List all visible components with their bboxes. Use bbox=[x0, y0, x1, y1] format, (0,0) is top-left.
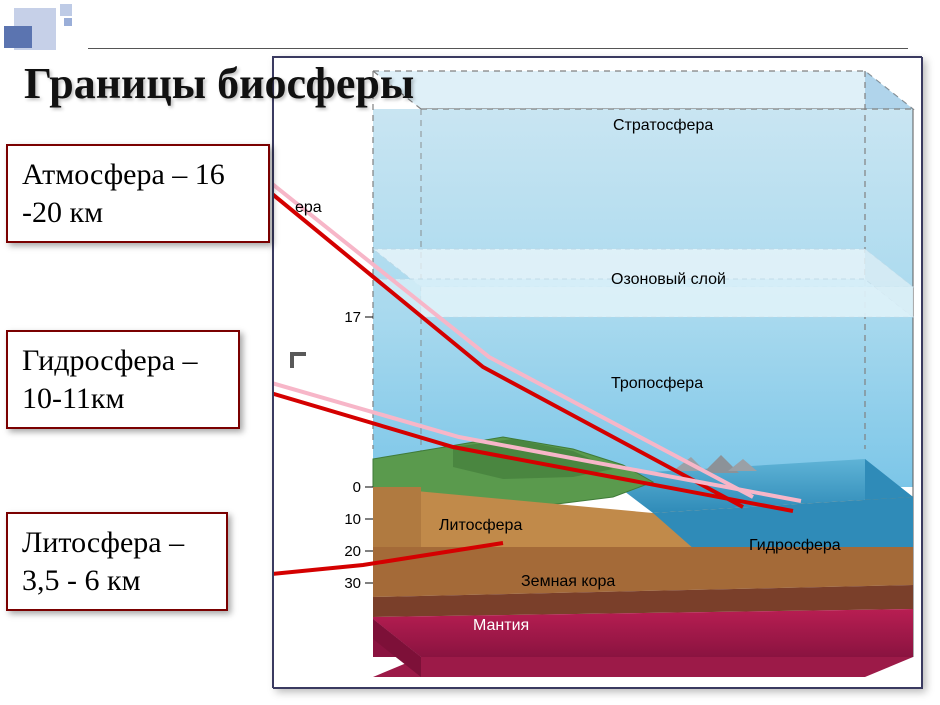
info-box-atmosphere: Атмосфера – 16 -20 км bbox=[6, 144, 270, 243]
corner-decoration bbox=[4, 4, 94, 50]
label-lithosphere: Литосфера bbox=[439, 517, 522, 535]
tick-30: 30 bbox=[321, 575, 361, 592]
tick-20: 20 bbox=[321, 543, 361, 560]
label-hydrosphere: Гидросфера bbox=[749, 537, 841, 555]
label-mantle: Мантия bbox=[473, 617, 529, 635]
label-ozone: Озоновый слой bbox=[611, 271, 726, 289]
deco-square bbox=[4, 26, 32, 48]
label-clipped: ера bbox=[295, 199, 322, 217]
deco-square bbox=[64, 18, 72, 26]
label-crust: Земная кора bbox=[521, 573, 615, 591]
tick-10: 10 bbox=[321, 511, 361, 528]
info-box-lithosphere: Литосфера – 3,5 - 6 км bbox=[6, 512, 228, 611]
diagram-svg bbox=[273, 57, 923, 689]
label-stratosphere: Стратосфера bbox=[613, 117, 713, 135]
biosphere-diagram: Стратосфера Озоновый слой Тропосфера Лит… bbox=[272, 56, 922, 688]
tick-0: 0 bbox=[321, 479, 361, 496]
deco-square bbox=[60, 4, 72, 16]
header-rule bbox=[88, 48, 908, 49]
page-title: Границы биосферы bbox=[24, 58, 414, 109]
label-troposphere: Тропосфера bbox=[611, 375, 703, 393]
info-box-hydrosphere: Гидросфера – 10-11км bbox=[6, 330, 240, 429]
tick-17: 17 bbox=[321, 309, 361, 326]
